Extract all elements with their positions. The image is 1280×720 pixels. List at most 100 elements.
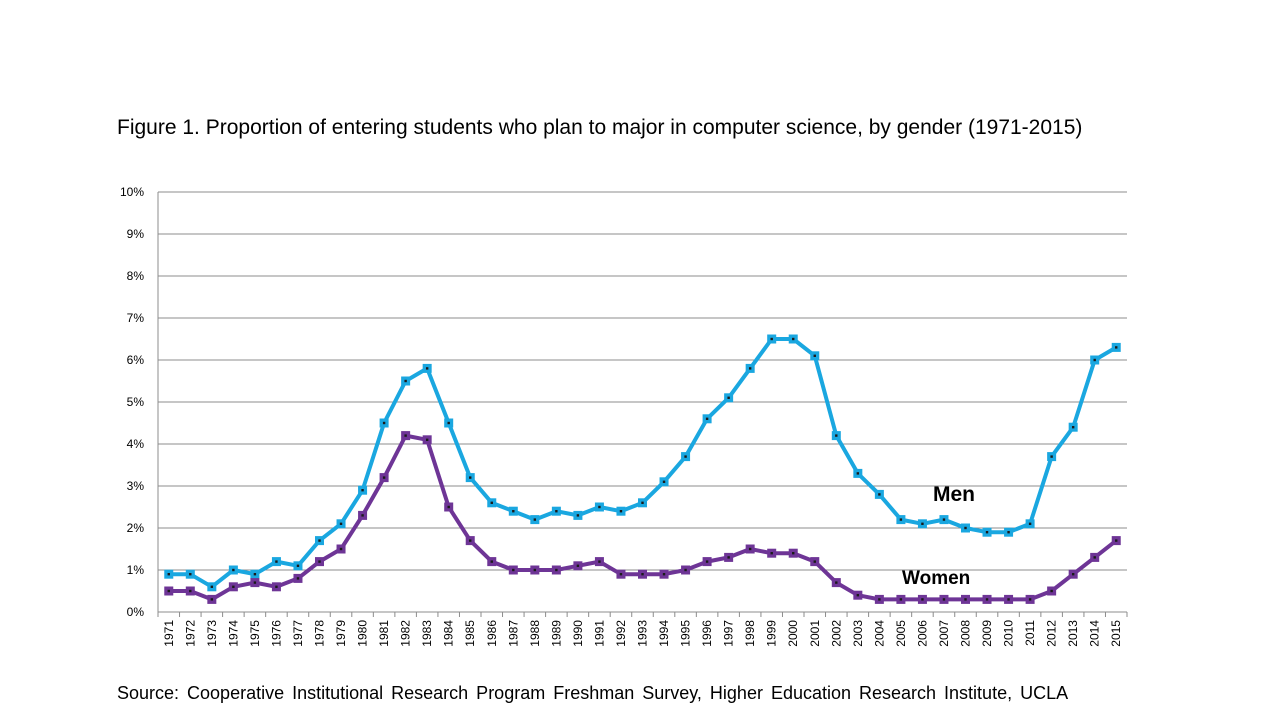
data-point-women-center bbox=[1050, 589, 1053, 593]
chart-title: Figure 1. Proportion of entering student… bbox=[117, 116, 1083, 139]
data-point-women-center bbox=[296, 577, 300, 580]
x-tick-label: 1982 bbox=[399, 620, 413, 647]
data-point-men-center bbox=[512, 510, 515, 513]
y-tick-label: 2% bbox=[127, 521, 145, 535]
x-tick-label: 1976 bbox=[269, 620, 283, 647]
data-point-men-center bbox=[382, 421, 386, 425]
x-tick-label: 1995 bbox=[679, 620, 693, 647]
data-point-men-center bbox=[942, 518, 946, 521]
y-tick-label: 9% bbox=[127, 227, 145, 241]
x-tick-label: 1986 bbox=[485, 620, 499, 647]
data-point-men-center bbox=[899, 518, 903, 521]
data-point-men-center bbox=[1028, 522, 1032, 525]
data-point-women-center bbox=[856, 594, 860, 597]
data-point-women-center bbox=[985, 598, 989, 601]
data-point-men-center bbox=[684, 455, 687, 458]
x-tick-label: 2008 bbox=[959, 620, 973, 647]
x-tick-label: 1971 bbox=[162, 620, 176, 647]
data-point-women-center bbox=[662, 573, 666, 576]
data-point-women-center bbox=[748, 547, 752, 551]
x-tick-label: 2006 bbox=[915, 620, 929, 647]
x-tick-label: 1998 bbox=[743, 620, 757, 647]
x-tick-label: 2009 bbox=[980, 620, 994, 647]
data-point-women-center bbox=[275, 585, 278, 588]
data-point-women-center bbox=[318, 560, 321, 563]
data-point-women-center bbox=[619, 573, 623, 576]
data-point-women-center bbox=[1007, 598, 1010, 601]
data-point-women-center bbox=[555, 568, 558, 572]
data-point-men-center bbox=[662, 480, 666, 483]
data-point-women-center bbox=[684, 568, 687, 572]
source-note: Source: Cooperative Institutional Resear… bbox=[117, 683, 1069, 703]
data-point-women-center bbox=[878, 598, 881, 601]
y-tick-label: 6% bbox=[127, 353, 145, 367]
x-tick-label: 1974 bbox=[226, 620, 240, 647]
data-point-men-center bbox=[490, 501, 493, 504]
series-group bbox=[164, 334, 1121, 604]
data-point-men-center bbox=[598, 505, 601, 509]
series-label-men: Men bbox=[933, 483, 975, 506]
data-point-women-center bbox=[210, 598, 214, 601]
data-point-men-center bbox=[921, 522, 924, 525]
x-tick-label: 2007 bbox=[937, 620, 951, 647]
y-tick-label: 8% bbox=[127, 269, 145, 283]
data-point-men-center bbox=[318, 539, 321, 542]
data-point-women-center bbox=[1093, 556, 1096, 559]
data-point-men-center bbox=[469, 476, 472, 479]
x-tick-label: 2001 bbox=[808, 620, 822, 647]
x-tick-label: 1999 bbox=[765, 620, 779, 647]
data-point-women-center bbox=[339, 547, 343, 551]
x-tick-label: 2005 bbox=[894, 620, 908, 647]
data-point-women-center bbox=[232, 585, 235, 588]
data-point-women-center bbox=[469, 539, 472, 542]
x-tick-label: 1985 bbox=[463, 620, 477, 647]
data-point-men-center bbox=[748, 367, 752, 370]
gridlines bbox=[158, 191, 1127, 571]
data-point-women-center bbox=[425, 438, 429, 441]
x-tick-label: 2011 bbox=[1023, 620, 1037, 646]
data-point-women-center bbox=[641, 573, 644, 576]
data-point-women-center bbox=[727, 556, 730, 559]
y-tick-label: 10% bbox=[120, 185, 144, 199]
data-point-women-center bbox=[813, 560, 816, 563]
data-point-men-center bbox=[705, 417, 709, 420]
data-point-men-center bbox=[1071, 426, 1075, 429]
data-point-women-center bbox=[1071, 573, 1075, 576]
x-tick-label: 1992 bbox=[614, 620, 628, 647]
data-point-women-center bbox=[899, 598, 903, 601]
data-point-men-center bbox=[533, 518, 537, 521]
x-tick-label: 1988 bbox=[528, 620, 542, 647]
series-label-women: Women bbox=[902, 568, 970, 589]
data-point-men-center bbox=[1007, 531, 1010, 534]
y-tick-labels: 0% 1% 2% 3% 4% 5% 6% 7% 8% 9% 10% bbox=[120, 185, 144, 619]
data-point-women-center bbox=[361, 514, 364, 517]
y-tick-label: 4% bbox=[127, 437, 145, 451]
y-tick-label: 7% bbox=[127, 311, 145, 325]
data-point-men-center bbox=[619, 510, 623, 513]
data-point-women-center bbox=[921, 598, 924, 601]
x-tick-labels: 1971 1972 1973 1974 1975 1976 1977 1978 1979 1980… bbox=[162, 620, 1123, 647]
x-tick-label: 1990 bbox=[571, 620, 585, 647]
x-tick-label: 2004 bbox=[872, 620, 886, 647]
x-tick-label: 1989 bbox=[549, 620, 563, 647]
data-point-men-center bbox=[727, 396, 730, 399]
data-point-women-center bbox=[512, 568, 515, 572]
data-point-men-center bbox=[792, 337, 795, 341]
data-point-men-center bbox=[1115, 346, 1118, 349]
data-point-men-center bbox=[1050, 455, 1053, 458]
data-point-women-center bbox=[189, 589, 192, 593]
data-point-women-center bbox=[533, 568, 537, 572]
data-point-men-center bbox=[835, 434, 838, 437]
data-point-women-center bbox=[447, 505, 450, 509]
data-point-women-center bbox=[382, 476, 386, 479]
x-tick-label: 2014 bbox=[1088, 620, 1102, 647]
x-tick-label: 1993 bbox=[636, 620, 650, 647]
x-tick-label: 2002 bbox=[829, 620, 843, 647]
data-point-women-center bbox=[490, 560, 493, 563]
x-tick-label: 1977 bbox=[291, 620, 305, 647]
data-point-women-center bbox=[835, 581, 838, 584]
data-point-men-center bbox=[210, 585, 214, 588]
data-point-men-center bbox=[641, 501, 644, 504]
data-point-men-center bbox=[167, 573, 170, 576]
